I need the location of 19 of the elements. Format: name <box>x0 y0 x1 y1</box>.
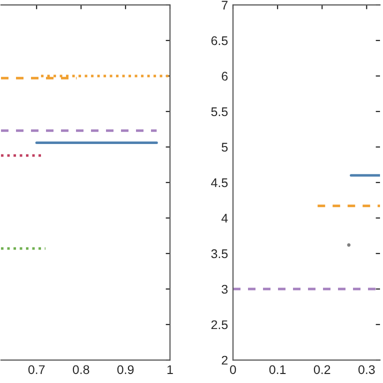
y-tick-label: 5 <box>222 142 228 152</box>
x-tick-label: 0.3 <box>358 365 375 374</box>
y-tick-label: 6.5 <box>211 36 228 46</box>
y-tick-label: 7 <box>222 0 228 10</box>
y-tick-label: 5.5 <box>211 107 228 116</box>
x-tick-label: 0.2 <box>314 365 330 374</box>
x-tick-label: 0.7 <box>28 365 45 374</box>
x-tick-label: 0 <box>230 365 236 374</box>
x-tick-label: 1 <box>167 365 173 374</box>
y-tick-label: 2.5 <box>211 320 228 330</box>
y-tick-label: 3.5 <box>211 249 228 258</box>
y-tick-label: 6 <box>222 72 228 81</box>
x-tick-label: 0.8 <box>72 365 90 374</box>
x-tick-label: 0.9 <box>117 365 134 374</box>
y-tick-label: 3 <box>222 284 228 294</box>
y-tick-label: 2 <box>222 356 228 365</box>
x-tick-label: 0.1 <box>269 365 286 374</box>
y-tick-label: 4.5 <box>211 178 228 188</box>
y-tick-label: 4 <box>221 214 228 223</box>
